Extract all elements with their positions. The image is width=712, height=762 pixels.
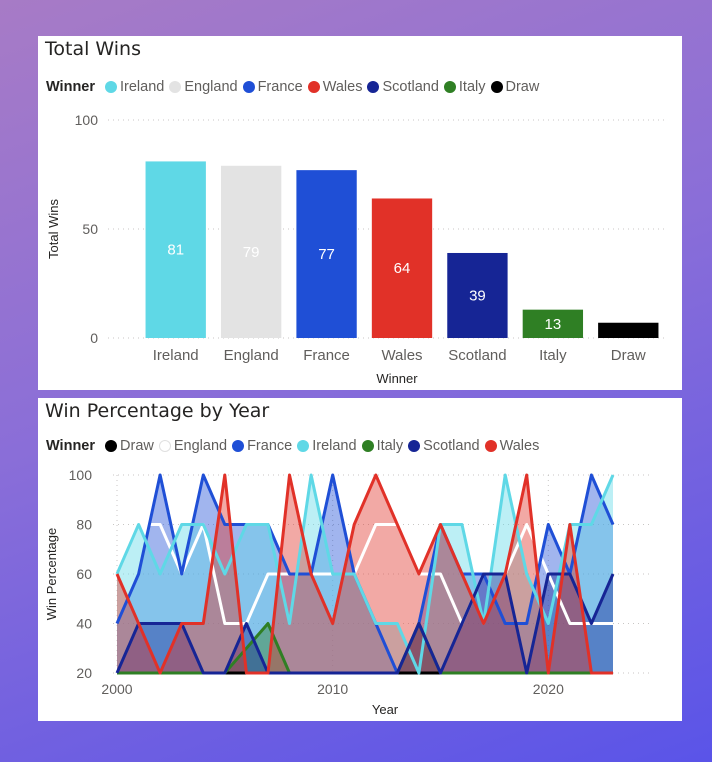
- legend-item-england[interactable]: England: [169, 79, 238, 95]
- legend-label: Italy: [458, 79, 486, 95]
- legend-item-ireland[interactable]: Ireland: [297, 438, 357, 454]
- legend-label: Wales: [322, 79, 363, 95]
- legend-marker: [105, 440, 118, 452]
- legend-label: France: [247, 438, 293, 454]
- x-tick-label: England: [224, 347, 279, 364]
- legend-title: Winner: [46, 79, 96, 95]
- y-tick-label: 20: [76, 665, 92, 681]
- y-tick-label: 0: [90, 330, 98, 346]
- line-wales: [115, 473, 613, 675]
- legend-item-italy[interactable]: Italy: [361, 438, 404, 454]
- y-tick-label: 100: [75, 112, 99, 128]
- legend-marker: [484, 440, 497, 452]
- bar-scotland: [447, 252, 508, 338]
- legend-marker: [105, 81, 118, 93]
- legend-marker: [443, 81, 456, 93]
- legend-label: Scotland: [423, 438, 480, 454]
- legend-item-scotland[interactable]: Scotland: [367, 79, 439, 95]
- x-tick-label: Draw: [611, 347, 646, 364]
- legend-label: Ireland: [120, 79, 165, 95]
- x-tick-label: Wales: [381, 347, 422, 364]
- y-tick-label: 40: [76, 616, 92, 632]
- x-tick-label: 2010: [317, 681, 348, 697]
- data-label: 79: [243, 244, 260, 261]
- total-wins-bar-chart: 0 50 100 81 Ireland 79 England 77 France 64 Wales 3…: [46, 112, 666, 386]
- y-axis-label: Total Wins: [46, 199, 61, 259]
- legend-label: England: [184, 79, 238, 95]
- legend-label: Ireland: [312, 438, 357, 454]
- win-percentage-panel: Win Percentage by Year Winner Draw Englan…: [38, 398, 682, 721]
- legend-item-wales[interactable]: Wales: [484, 438, 540, 454]
- legend-item-france[interactable]: France: [242, 79, 303, 95]
- legend-item-england[interactable]: England: [158, 438, 228, 454]
- x-tick-label: 2020: [533, 681, 564, 697]
- x-axis-label: Year: [372, 702, 399, 717]
- total-wins-panel: Total Wins Winner Ireland England France Wa…: [38, 36, 682, 390]
- win-percentage-area-chart: 20 40 60 80 100 2000 2010 2020 Year Win Percentag…: [44, 467, 653, 717]
- legend: Winner Draw England France Ireland Italy Scot…: [46, 438, 544, 454]
- legend-marker: [242, 81, 255, 93]
- y-tick-label: 100: [69, 467, 93, 483]
- data-label: 77: [318, 246, 335, 263]
- bar-draw: [598, 322, 659, 338]
- area-italy: [117, 623, 613, 673]
- legend-marker: [361, 440, 374, 452]
- x-tick-label: Italy: [539, 347, 567, 364]
- bar-italy: [522, 309, 584, 338]
- x-tick-label: 2000: [101, 681, 132, 697]
- legend-item-ireland[interactable]: Ireland: [105, 79, 164, 95]
- legend-label: Draw: [120, 438, 154, 454]
- y-axis-label: Win Percentage: [44, 528, 59, 621]
- y-tick-label: 80: [76, 517, 92, 533]
- legend-label: Scotland: [382, 79, 439, 95]
- area-scotland: [117, 574, 613, 673]
- bar-england: [220, 165, 282, 338]
- bar-france: [296, 170, 357, 338]
- legend-marker: [490, 81, 503, 93]
- legend: Winner Ireland England France Wales Scotland…: [46, 79, 544, 95]
- legend-item-draw[interactable]: Draw: [490, 79, 540, 95]
- legend-label: Wales: [499, 438, 540, 454]
- legend-marker: [297, 440, 310, 452]
- legend-item-france[interactable]: France: [232, 438, 292, 454]
- legend-marker: [169, 81, 182, 93]
- area-wales: [117, 475, 613, 673]
- legend-item-wales[interactable]: Wales: [307, 79, 363, 95]
- data-label: 39: [469, 287, 486, 304]
- x-tick-label: Ireland: [153, 347, 199, 364]
- bar-wales: [371, 198, 433, 338]
- x-tick-label: Scotland: [448, 347, 506, 364]
- line-england: [115, 523, 613, 625]
- legend-marker: [232, 440, 245, 452]
- legend-item-italy[interactable]: Italy: [443, 79, 486, 95]
- legend-label: England: [173, 438, 228, 454]
- legend-item-draw[interactable]: Draw: [105, 438, 154, 454]
- line-scotland: [115, 572, 615, 675]
- y-tick-label: 50: [82, 221, 98, 237]
- legend-marker: [408, 440, 421, 452]
- legend-marker: [158, 440, 171, 452]
- legend-label: Draw: [505, 79, 540, 95]
- legend-label: Italy: [376, 438, 404, 454]
- x-tick-label: France: [303, 347, 350, 364]
- legend-title: Winner: [46, 438, 96, 454]
- legend-item-scotland[interactable]: Scotland: [408, 438, 480, 454]
- y-tick-label: 60: [76, 566, 92, 582]
- chart-title: Win Percentage by Year: [45, 400, 270, 422]
- legend-marker: [367, 81, 380, 93]
- data-label: 64: [394, 260, 411, 277]
- data-label: 81: [167, 242, 184, 259]
- data-label: 13: [545, 316, 562, 333]
- chart-title: Total Wins: [45, 38, 142, 60]
- line-ireland: [115, 473, 615, 675]
- bar-ireland: [145, 161, 206, 338]
- legend-marker: [307, 81, 320, 93]
- x-axis-label: Winner: [376, 371, 418, 386]
- legend-label: France: [257, 79, 303, 95]
